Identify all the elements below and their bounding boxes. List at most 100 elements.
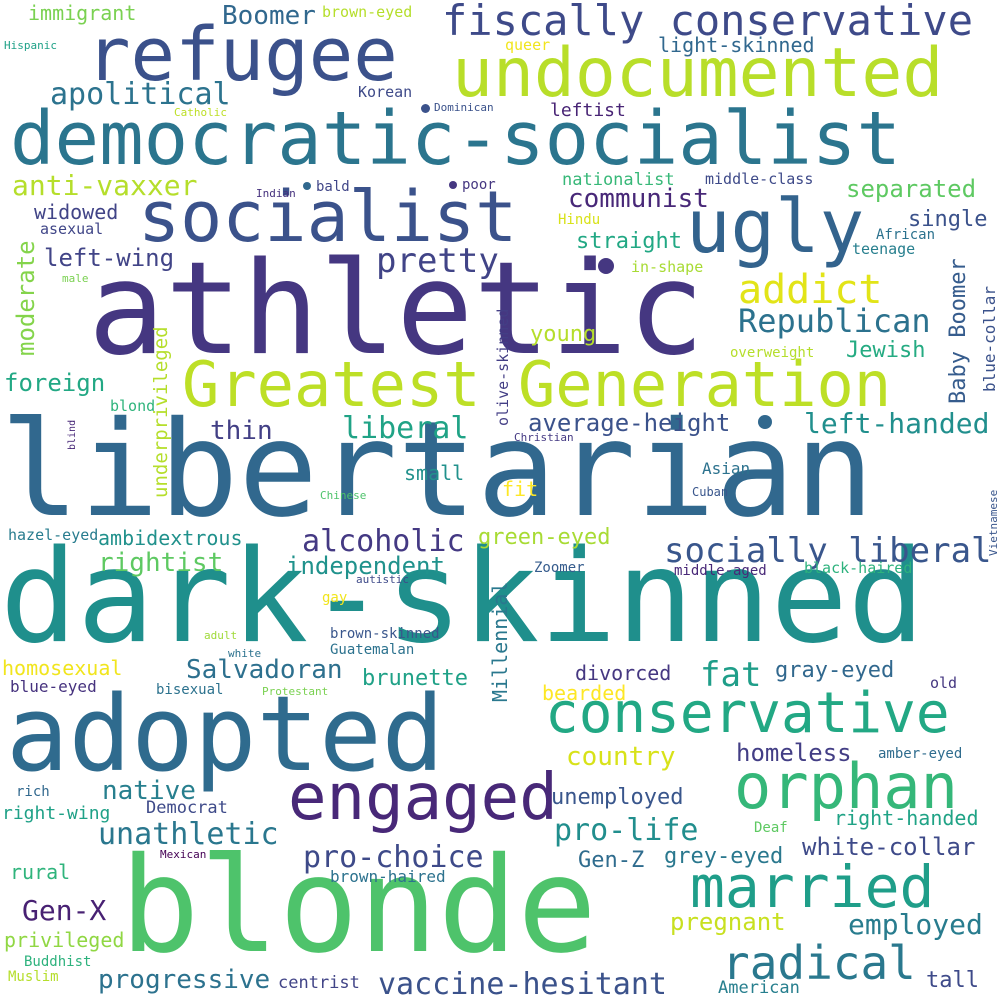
word-rightist: rightist [98, 548, 224, 578]
word-native: native [102, 776, 196, 806]
word-protestant: Protestant [262, 685, 329, 698]
word-cuban: Cuban [692, 485, 729, 499]
word-gray-eyed: gray-eyed [775, 658, 895, 683]
word-centrist: centrist [278, 973, 360, 993]
word-guatemalan: Guatemalan [330, 642, 415, 658]
word-ugly: ugly [686, 184, 865, 270]
word-indian: Indian [256, 187, 296, 200]
dot [598, 258, 614, 274]
word-single: single [908, 207, 988, 232]
word-adult: adult [204, 629, 238, 642]
word-light-skinned: light-skinned [658, 33, 815, 57]
word-progressive: progressive [98, 965, 271, 995]
word-country: country [566, 742, 676, 772]
word-young: young [530, 322, 597, 347]
word-hindu: Hindu [558, 212, 601, 228]
word-brunette: brunette [362, 666, 468, 691]
word-employed: employed [848, 908, 983, 941]
word-pregnant: pregnant [670, 908, 786, 936]
word-right-handed: right-handed [834, 806, 979, 830]
word-anti-vaxxer: anti-vaxxer [12, 169, 198, 202]
word-undocumented: undocumented [452, 34, 944, 113]
word-black-haired: black-haired [804, 559, 913, 577]
word-vaccine-hesitant: vaccine-hesitant [378, 967, 667, 1000]
word-grey-eyed: grey-eyed [664, 844, 784, 869]
word-tall: tall [926, 968, 979, 993]
word-leftist: leftist [550, 100, 626, 121]
word-foreign: foreign [4, 369, 106, 397]
word-addict: addict [738, 267, 883, 313]
word-zoomer: Zoomer [534, 560, 585, 576]
word-middle-aged: middle-aged [674, 563, 767, 579]
word-separated: separated [846, 175, 977, 203]
word-ambidextrous: ambidextrous [98, 526, 243, 550]
word-conservative: conservative [545, 681, 950, 746]
word-christian: Christian [514, 431, 574, 444]
word-right-wing: right-wing [2, 803, 111, 824]
word-bisexual: bisexual [156, 682, 224, 698]
word-homosexual: homosexual [2, 656, 123, 680]
word-overweight: overweight [730, 345, 815, 361]
dot [449, 181, 457, 189]
word-millennial: Millennial [488, 581, 512, 702]
word-vietnamese: Vietnamese [987, 489, 1000, 556]
word-deaf: Deaf [754, 820, 788, 836]
word-socialist: socialist [138, 176, 518, 258]
dot [421, 104, 430, 113]
word-average-height: average-height [528, 409, 731, 437]
word-amber-eyed: amber-eyed [878, 746, 963, 762]
word-orphan: orphan [734, 750, 958, 823]
word-moderate: moderate [12, 240, 40, 356]
word-small: small [404, 461, 465, 485]
word-apolitical: apolitical [50, 77, 231, 112]
word-blond: blond [110, 397, 156, 415]
word-communist: communist [568, 184, 709, 214]
word-mexican: Mexican [160, 848, 207, 861]
word-asian: Asian [702, 459, 751, 478]
word-jewish: Jewish [846, 338, 926, 363]
word-asexual: asexual [40, 220, 104, 238]
word-unemployed: unemployed [551, 785, 684, 810]
word-fiscally-conservative: fiscally conservative [442, 0, 974, 45]
word-white-collar: white-collar [802, 833, 976, 861]
word-independent: independent [286, 552, 445, 580]
word-teenage: teenage [852, 240, 916, 258]
word-socially-liberal: socially liberal [664, 531, 992, 571]
word-unathletic: unathletic [98, 817, 279, 852]
word-male: male [62, 272, 89, 285]
word-baby-boomer: Baby Boomer [946, 258, 971, 404]
word-brown-eyed: brown-eyed [322, 3, 413, 21]
word-democrat: Democrat [146, 798, 228, 818]
word-poor: poor [462, 177, 496, 193]
word-queer: queer [505, 36, 551, 54]
word-engaged: engaged [288, 761, 558, 835]
word-refugee: refugee [86, 12, 398, 98]
word-bearded: bearded [542, 681, 627, 705]
word-married: married [690, 853, 935, 921]
word-catholic: Catholic [174, 106, 227, 119]
word-hispanic: Hispanic [4, 39, 57, 52]
word-american: American [718, 978, 800, 998]
word-autistic: autistic [356, 573, 409, 586]
word-boomer: Boomer [222, 1, 316, 31]
word-blind: blind [67, 419, 78, 450]
word-gen-z: Gen-Z [578, 848, 645, 873]
word-bald: bald [316, 179, 350, 195]
word-brown-haired: brown-haired [330, 867, 446, 886]
word-pretty: pretty [376, 241, 499, 281]
word-widowed: widowed [34, 200, 119, 224]
word-old: old [930, 674, 958, 692]
word-adopted: adopted [6, 673, 445, 795]
word-republican: Republican [738, 302, 931, 340]
word-green-eyed: green-eyed [478, 525, 611, 550]
word-salvadoran: Salvadoran [186, 655, 343, 685]
word-blonde: blonde [120, 829, 597, 983]
word-chinese: Chinese [320, 489, 367, 502]
dot [758, 415, 772, 429]
word-gen-x: Gen-X [22, 894, 107, 927]
word-hazel-eyed: hazel-eyed [8, 526, 99, 544]
word-libertarian: libertarian [0, 393, 875, 547]
word-african: African [876, 227, 936, 243]
word-fat: fat [700, 655, 762, 695]
